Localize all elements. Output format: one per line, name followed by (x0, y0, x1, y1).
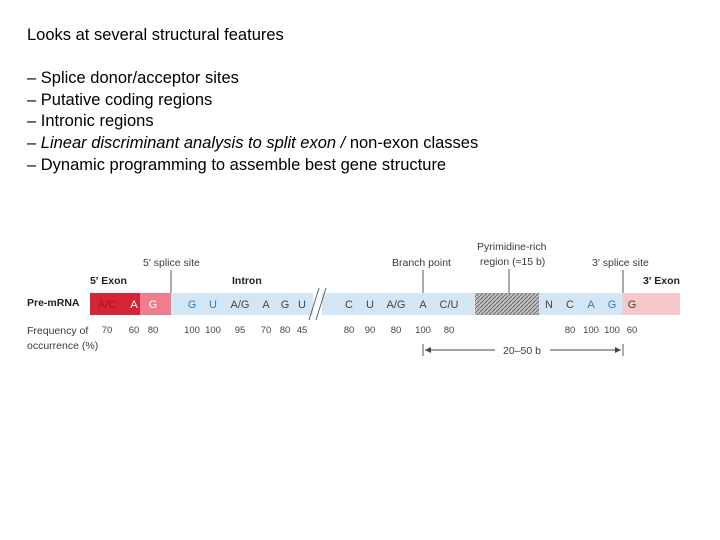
nucleotide: N (545, 299, 553, 311)
nucleotide: C/U (440, 299, 459, 311)
pyrimidine-label-line2: region (≈15 b) (480, 256, 545, 268)
nucleotide: G (608, 299, 617, 311)
frequency-value: 80 (344, 325, 355, 336)
nucleotide: C (345, 299, 353, 311)
nucleotide: A/G (231, 299, 250, 311)
branch-point-label: Branch point (392, 257, 451, 269)
intron-label: Intron (232, 275, 262, 287)
bullet-item: – Putative coding regions (27, 90, 213, 109)
exon5-light-segment (140, 293, 171, 315)
nucleotide: G (188, 299, 197, 311)
frequency-value: 80 (391, 325, 402, 336)
arrowhead-right-icon (615, 347, 621, 353)
nucleotide: A/C (98, 299, 116, 311)
five-prime-exon-label: 5′ Exon (90, 275, 127, 287)
frequency-value: 100 (184, 325, 200, 336)
five-prime-splice-label: 5′ splice site (143, 257, 200, 269)
nucleotide: A (262, 299, 270, 311)
frequency-value: 70 (102, 325, 113, 336)
arrowhead-left-icon (425, 347, 431, 353)
pre-mrna-label: Pre-mRNA (27, 297, 80, 309)
frequency-value: 100 (415, 325, 431, 336)
nucleotide: U (366, 299, 374, 311)
nucleotide: U (298, 299, 306, 311)
exon3-segment (623, 293, 680, 315)
frequency-value: 80 (444, 325, 455, 336)
nucleotide: A/G (387, 299, 406, 311)
nucleotide: A (419, 299, 427, 311)
frequency-value: 100 (205, 325, 221, 336)
distance-label: 20–50 b (503, 345, 541, 357)
three-prime-splice-label: 3′ splice site (592, 257, 649, 269)
frequency-value: 80 (565, 325, 576, 336)
bullet-item: – Linear discriminant analysis to split … (27, 134, 479, 153)
slide-heading: Looks at several structural features (27, 26, 284, 44)
frequency-value: 100 (604, 325, 620, 336)
break-line-right (315, 287, 327, 321)
frequency-value: 80 (280, 325, 291, 336)
frequency-value: 90 (365, 325, 376, 336)
pyrimidine-rich-region (475, 293, 539, 315)
three-prime-exon-label: 3′ Exon (643, 275, 680, 287)
bullet-item: – Intronic regions (27, 112, 154, 131)
sequence-break-gap (313, 289, 322, 319)
nucleotide: C (566, 299, 574, 311)
pyrimidine-label-line1: Pyrimidine-rich (477, 241, 547, 253)
nucleotide: A (587, 299, 595, 311)
bullet-item: – Dynamic programming to assemble best g… (27, 155, 447, 174)
feature-list: – Splice donor/acceptor sites – Putative… (27, 68, 478, 177)
frequency-value: 80 (148, 325, 159, 336)
break-line-left (308, 287, 320, 321)
nucleotide: G (149, 299, 158, 311)
nucleotide: G (628, 299, 637, 311)
exon5-dark-segment (90, 293, 140, 315)
nucleotide: A (130, 299, 138, 311)
frequency-value: 45 (297, 325, 308, 336)
frequency-label-line1: Frequency of (27, 325, 88, 337)
nucleotide: G (281, 299, 290, 311)
frequency-label-line2: occurrence (%) (27, 340, 98, 352)
frequency-value: 70 (261, 325, 272, 336)
nucleotide: U (209, 299, 217, 311)
frequency-value: 100 (583, 325, 599, 336)
frequency-value: 95 (235, 325, 246, 336)
frequency-value: 60 (129, 325, 140, 336)
frequency-value: 60 (627, 325, 638, 336)
bullet-item: – Splice donor/acceptor sites (27, 69, 239, 87)
